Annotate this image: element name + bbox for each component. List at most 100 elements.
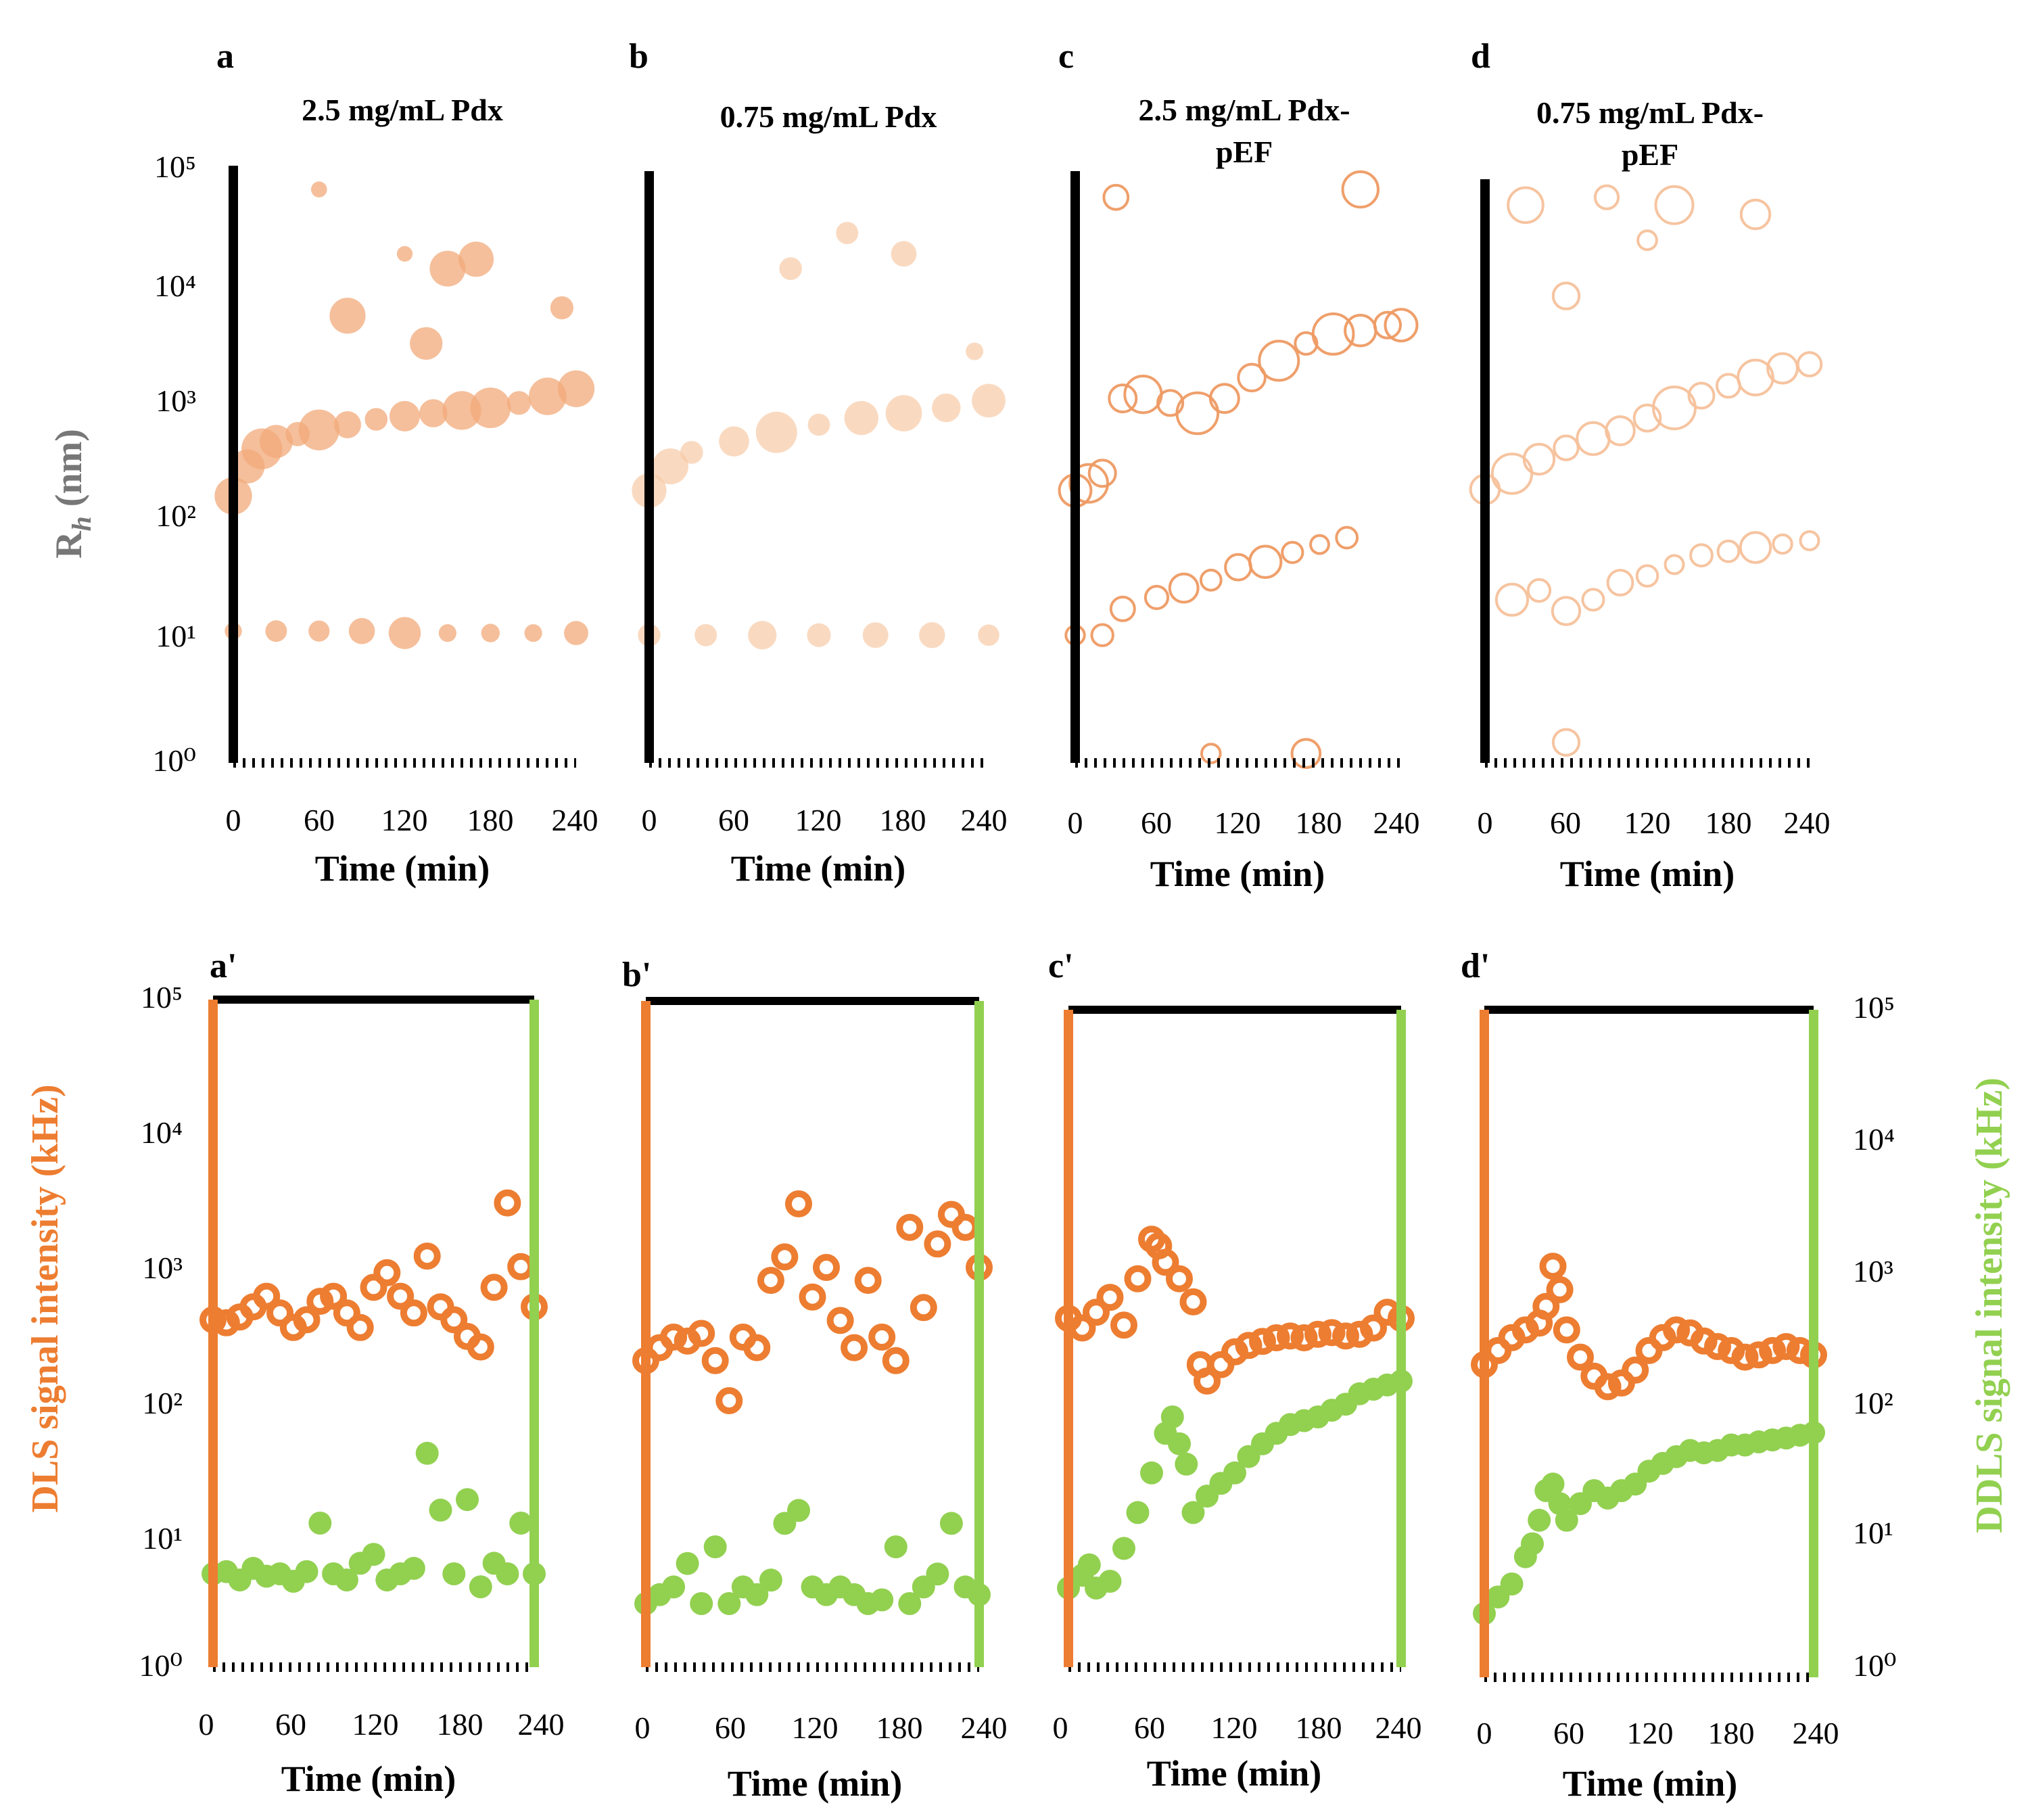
panel-a-prime-dls-point-7	[293, 1306, 321, 1334]
panel-c-small-point-4	[1168, 572, 1200, 604]
panel-d-outliers-point-1	[1593, 184, 1620, 210]
panel-b-prime-ddls-point-5	[703, 1535, 727, 1559]
panel-d-prime-dls-point-6	[1539, 1253, 1567, 1280]
panel-b-prime-ddls-point-11	[787, 1499, 810, 1522]
panel-a-small-point-5	[438, 624, 457, 643]
panel-b: b 0.75 mg/mL Pdx 0 60 120 180 240 Time (…	[629, 37, 1008, 889]
panel-b-outliers-point-0	[779, 257, 802, 281]
panel-b-large-point-2	[680, 441, 703, 464]
panel-c-prime-xtick-0: 0	[1053, 1710, 1068, 1745]
panel-a-outliers-point-0	[311, 181, 327, 197]
panel-c-prime-ddls-point-4	[1098, 1570, 1122, 1593]
panel-a-prime-xtick-4: 240	[518, 1707, 565, 1742]
panel-b-large-point-8	[932, 393, 961, 423]
panel-d-prime-dls-point-8	[1553, 1316, 1580, 1344]
panel-c-prime-dls-point-9	[1166, 1265, 1193, 1292]
panel-a-prime-ddls-point-7	[295, 1560, 319, 1583]
panel-a-outliers-point-6	[329, 298, 366, 334]
panel-c-prime-dls-point-16	[1249, 1328, 1276, 1355]
panel-c-small-point-7	[1248, 544, 1283, 579]
panel-a-large-point-8	[390, 400, 420, 431]
panel-d-prime-xtick-2: 120	[1627, 1716, 1674, 1750]
panel-c-small-point-8	[1281, 540, 1304, 564]
panel-b-small-point-3	[807, 623, 831, 647]
panel-c-small-point-5	[1199, 568, 1223, 592]
panel-b-large-point-4	[755, 411, 797, 453]
panel-c-prime-dls-point-22	[1332, 1322, 1359, 1350]
panel-c-prime-ddls-point-7	[1140, 1461, 1163, 1485]
panel-d-prime-ddls-point-9	[1555, 1508, 1578, 1532]
panel-d-prime-y2-ticks: 10⁰ 10¹ 10² 10³ 10⁴ 10⁵	[1853, 990, 1896, 1683]
panel-c-prime-xtick-4: 240	[1375, 1710, 1422, 1745]
panel-b-small-point-5	[919, 622, 945, 649]
panel-c-xtick-1: 60	[1141, 806, 1172, 840]
panel-b-prime-ddls-point-2	[662, 1575, 686, 1599]
panel-c-outliers-point-1	[1102, 183, 1130, 211]
panel-d-large-point-1	[1490, 452, 1534, 495]
panel-c-prime-xtick-3: 180	[1296, 1710, 1342, 1745]
panel-c-prime-dls-point-24	[1360, 1314, 1387, 1342]
panel-c-prime-dls-point-12	[1194, 1368, 1221, 1395]
panel-d-title-line-2: pEF	[1622, 137, 1678, 172]
panel-b-prime-dls-point-8	[743, 1334, 771, 1361]
panel-a-ytick-2: 10²	[156, 498, 196, 533]
panel-d-small-point-10	[1772, 533, 1793, 555]
panel-a-y-ticks: 10⁰ 10¹ 10² 10³ 10⁴ 10⁵	[153, 149, 196, 778]
panel-b-large-point-3	[719, 426, 749, 457]
panel-b-xtick-4: 240	[961, 803, 1008, 837]
panel-a-prime-y-ticks: 10⁰ 10¹ 10² 10³ 10⁴ 10⁵	[139, 980, 183, 1683]
panel-b-prime-ddls-point-3	[676, 1551, 699, 1575]
panel-a-prime-ddls-point-23	[509, 1512, 533, 1535]
panel-a-xlabel: Time (min)	[315, 848, 490, 889]
panel-a-xtick-0: 0	[226, 803, 241, 837]
panel-d-prime-dls-point-18	[1690, 1327, 1718, 1355]
panel-a-prime-dls-point-9	[320, 1282, 348, 1310]
panel-a-prime-dls-point-15	[400, 1299, 427, 1327]
panel-b-marks	[632, 222, 1006, 650]
panel-c-title-line-2: pEF	[1216, 135, 1273, 169]
panel-b-prime-dls-point-9	[757, 1267, 784, 1294]
panel-d-prime-xlabel: Time (min)	[1563, 1763, 1737, 1804]
panel-d-outliers-point-3	[1739, 198, 1772, 231]
panel-d-small-point-2	[1551, 596, 1582, 626]
panel-c-small-point-2	[1109, 595, 1136, 622]
panel-c-prime-letter: c'	[1048, 947, 1074, 985]
panel-a-small-point-4	[388, 617, 421, 649]
panel-b-prime-dls-point-4	[688, 1320, 715, 1347]
panel-a-ytick-5: 10⁵	[154, 149, 196, 184]
panel-d-large-point-4	[1576, 421, 1611, 457]
panel-c-outliers-point-3	[1290, 738, 1322, 769]
panel-c-prime: c' 0 60 120 180 240 Time (min)	[1048, 947, 1422, 1794]
panel-d-prime-dls-point-21	[1731, 1343, 1759, 1371]
panel-d-prime-ddls-point-2	[1500, 1572, 1524, 1595]
panel-a-prime: a' 10⁰ 10¹ 10² 10³ 10⁴ 10⁵ 0 60 120 180 …	[139, 947, 565, 1799]
panel-a-large-point-6	[334, 411, 361, 438]
panel-b-prime-x-ticks: 0 60 120 180 240	[635, 1710, 1008, 1745]
panel-a-title-line-1: 2.5 mg/mL Pdx	[302, 93, 503, 127]
panel-c-large-point-4	[1123, 375, 1163, 415]
panel-a-prime-ddls-point-22	[496, 1562, 519, 1585]
panel-b-small-point-2	[748, 621, 777, 650]
panel-b-large-point-6	[844, 400, 879, 436]
panel-d-marks	[1469, 184, 1823, 757]
panel-d-large-point-10	[1737, 358, 1774, 397]
panel-d-prime-y2tick-4: 10⁴	[1853, 1122, 1895, 1157]
panel-c-large-point-10	[1294, 331, 1319, 356]
panel-b-prime-ddls-point-8	[745, 1583, 769, 1606]
panel-d-small-point-8	[1716, 539, 1741, 563]
panel-a-prime-ytick-1: 10¹	[142, 1521, 183, 1556]
panel-d-small-point-9	[1739, 531, 1772, 564]
panel-a-outliers-point-1	[396, 246, 413, 262]
panel-d-prime-letter: d'	[1461, 947, 1490, 985]
panel-c-xtick-4: 240	[1373, 806, 1420, 840]
panel-c-prime-dls-point-17	[1263, 1324, 1290, 1351]
panel-a-ytick-4: 10⁴	[154, 269, 196, 303]
panel-c-large-point-12	[1344, 314, 1377, 348]
panel-d-prime-xtick-3: 180	[1708, 1716, 1755, 1750]
panel-d-prime-marks	[1471, 1253, 1827, 1625]
panel-b-prime-dls-point-16	[854, 1267, 882, 1294]
panel-d-letter: d	[1471, 37, 1490, 76]
panel-b-prime-dls-point-2	[660, 1324, 688, 1351]
panel-a-large-point-9	[419, 399, 448, 427]
panel-c-prime-xlabel: Time (min)	[1147, 1753, 1321, 1794]
